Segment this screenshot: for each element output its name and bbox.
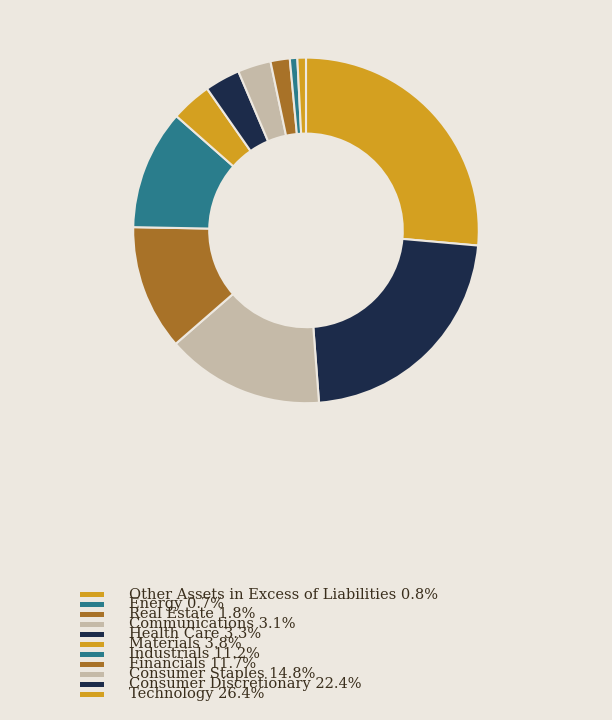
Bar <box>80 642 104 647</box>
Text: Technology 26.4%: Technology 26.4% <box>129 688 264 701</box>
Wedge shape <box>313 239 478 402</box>
Bar <box>80 631 104 637</box>
Text: Communications 3.1%: Communications 3.1% <box>129 618 295 631</box>
Text: Health Care 3.3%: Health Care 3.3% <box>129 627 261 642</box>
Text: Financials 11.7%: Financials 11.7% <box>129 657 256 671</box>
Text: Real Estate 1.8%: Real Estate 1.8% <box>129 608 255 621</box>
Wedge shape <box>176 89 250 166</box>
Bar <box>80 672 104 677</box>
Bar <box>80 622 104 627</box>
Wedge shape <box>133 227 233 344</box>
Text: Energy 0.7%: Energy 0.7% <box>129 598 223 611</box>
Wedge shape <box>176 294 319 403</box>
Bar <box>80 692 104 697</box>
Wedge shape <box>271 58 297 135</box>
Text: Industrials 11.2%: Industrials 11.2% <box>129 647 259 662</box>
Text: Other Assets in Excess of Liabilities 0.8%: Other Assets in Excess of Liabilities 0.… <box>129 588 438 601</box>
Circle shape <box>209 134 403 327</box>
Wedge shape <box>238 61 286 141</box>
Bar <box>80 592 104 597</box>
Wedge shape <box>207 71 268 151</box>
Wedge shape <box>289 58 301 134</box>
Bar <box>80 652 104 657</box>
Wedge shape <box>297 58 306 134</box>
Wedge shape <box>133 116 233 228</box>
Wedge shape <box>306 58 479 246</box>
Text: Consumer Staples 14.8%: Consumer Staples 14.8% <box>129 667 315 681</box>
Text: Materials 3.8%: Materials 3.8% <box>129 637 241 652</box>
Bar <box>80 662 104 667</box>
Bar <box>80 602 104 607</box>
Bar <box>80 682 104 687</box>
Bar <box>80 612 104 617</box>
Text: Consumer Discretionary 22.4%: Consumer Discretionary 22.4% <box>129 678 361 691</box>
